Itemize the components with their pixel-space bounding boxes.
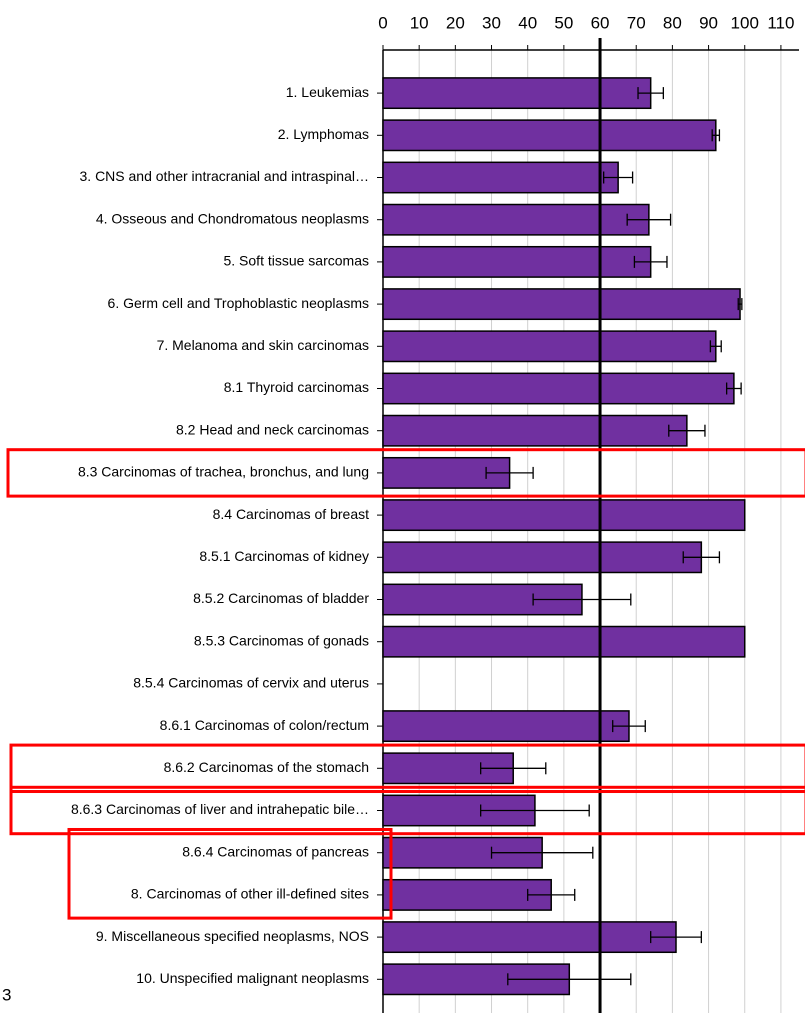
- bar: [382, 203, 650, 236]
- y-tick-label: 5. Soft tissue sarcomas: [223, 253, 369, 269]
- error-bar: [490, 846, 594, 859]
- error-bar: [603, 171, 634, 184]
- highlight-box: [9, 743, 805, 794]
- y-tick-label: 3. CNS and other intracranial and intras…: [80, 168, 370, 184]
- x-tick-label: 10: [410, 13, 429, 32]
- error-bar: [480, 762, 547, 775]
- error-bar: [480, 804, 590, 817]
- bar: [382, 245, 652, 278]
- y-tick-label: 8.5.3 Carcinomas of gonads: [194, 632, 369, 648]
- error-bar: [527, 888, 576, 901]
- x-tick-label: 80: [663, 13, 682, 32]
- x-tick-label: 70: [627, 13, 646, 32]
- y-tick-label: 8.1 Thyroid carcinomas: [224, 379, 369, 395]
- x-tick-label: 40: [518, 13, 537, 32]
- error-bar: [485, 466, 534, 479]
- error-bar: [668, 424, 706, 437]
- x-tick-label: 110: [767, 13, 794, 32]
- highlight-box: [9, 785, 805, 836]
- y-tick-label: 7. Melanoma and skin carcinomas: [157, 337, 369, 353]
- x-tick-label: 100: [731, 13, 759, 32]
- bar: [382, 625, 746, 658]
- y-tick-label: 8.6.3 Carcinomas of liver and intrahepat…: [71, 801, 369, 817]
- error-bar: [709, 340, 722, 353]
- y-tick-label: 8.4 Carcinomas of breast: [213, 506, 370, 522]
- bar: [382, 541, 703, 574]
- bar: [382, 330, 717, 363]
- bar: [382, 161, 619, 194]
- error-bar: [633, 255, 668, 268]
- y-tick-label: 8. Carcinomas of other ill-defined sites: [131, 886, 369, 902]
- y-tick-label: 6. Germ cell and Trophoblastic neoplasms: [108, 295, 369, 311]
- bar: [382, 372, 735, 405]
- error-bar: [507, 973, 632, 986]
- error-bar: [532, 593, 632, 606]
- bar: [382, 710, 630, 743]
- y-tick-label: 2. Lymphomas: [278, 126, 369, 142]
- error-bar: [612, 720, 646, 733]
- x-tick-label: 50: [554, 13, 573, 32]
- y-tick-label: 4. Osseous and Chondromatous neoplasms: [96, 210, 369, 226]
- x-tick-label: 20: [446, 13, 465, 32]
- bar: [382, 288, 741, 321]
- error-bar: [711, 129, 721, 142]
- y-tick-label: 8.3 Carcinomas of trachea, bronchus, and…: [78, 464, 369, 480]
- y-tick-label: 8.6.1 Carcinomas of colon/rectum: [160, 717, 369, 733]
- y-tick-label: 8.2 Head and neck carcinomas: [176, 421, 369, 437]
- error-bar: [650, 931, 702, 944]
- y-tick-label: 8.6.4 Carcinomas of pancreas: [182, 843, 369, 859]
- error-bar: [737, 298, 743, 311]
- x-tick-label: 0: [378, 13, 387, 32]
- footnote: 3: [2, 985, 11, 1004]
- bar: [382, 499, 746, 532]
- highlight-box: [67, 827, 393, 920]
- highlight-box: [6, 448, 805, 498]
- y-tick-label: 8.5.2 Carcinomas of bladder: [193, 590, 369, 606]
- bar: [382, 878, 552, 911]
- y-tick-label: 9. Miscellaneous specified neoplasms, NO…: [96, 928, 369, 944]
- bar: [382, 963, 571, 996]
- bar: [382, 921, 677, 954]
- x-tick-label: 90: [699, 13, 718, 32]
- bar: [382, 414, 688, 447]
- y-tick-label: 10. Unspecified malignant neoplasms: [136, 970, 369, 986]
- error-bar: [626, 213, 672, 226]
- x-tick-label: 60: [591, 13, 610, 32]
- y-tick-label: 8.5.4 Carcinomas of cervix and uterus: [133, 675, 369, 691]
- error-bar: [637, 87, 664, 100]
- bar: [382, 119, 717, 152]
- error-bar: [726, 382, 742, 395]
- y-tick-label: 8.5.1 Carcinomas of kidney: [199, 548, 369, 564]
- bar: [382, 77, 652, 110]
- error-bar: [682, 551, 721, 564]
- y-tick-label: 1. Leukemias: [286, 84, 369, 100]
- y-tick-label: 8.6.2 Carcinomas of the stomach: [164, 759, 369, 775]
- x-tick-label: 30: [482, 13, 501, 32]
